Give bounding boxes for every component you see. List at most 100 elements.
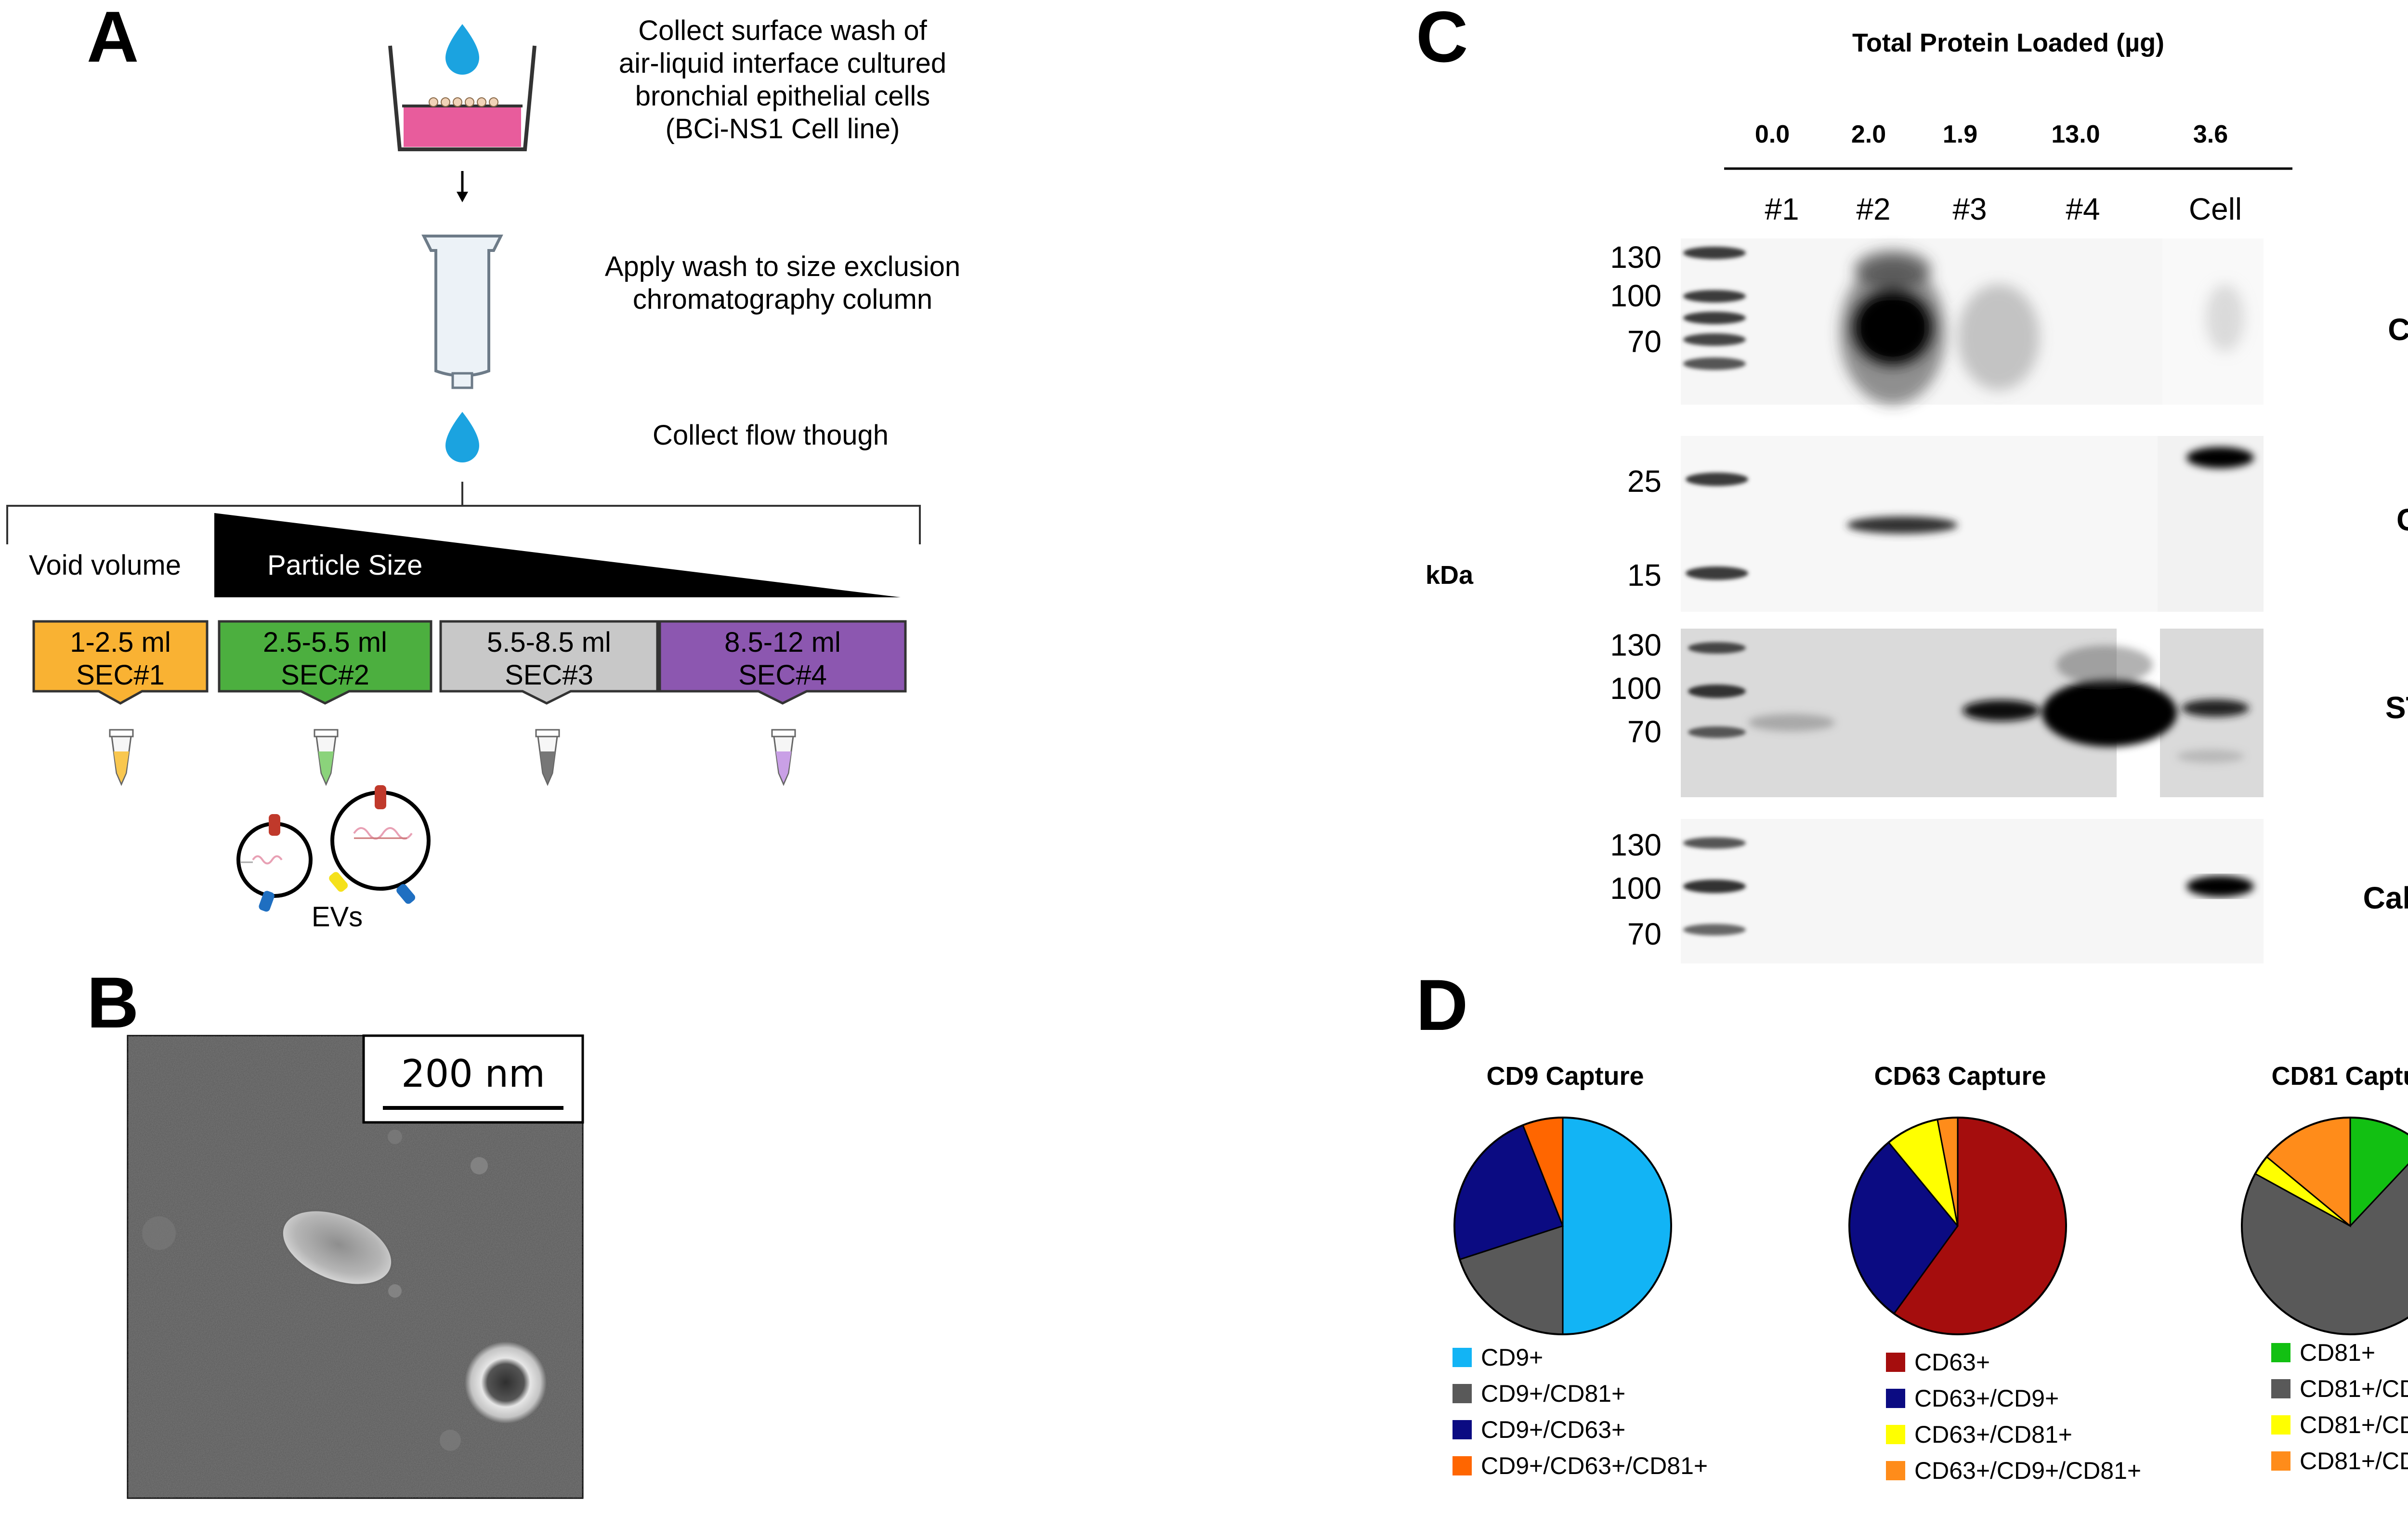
fraction-sec4-range: 8.5-12 ml bbox=[724, 627, 841, 658]
water-drop-icon bbox=[445, 412, 479, 462]
legend-label-cd63-3: CD63+/CD9+/CD81+ bbox=[1914, 1457, 2141, 1484]
fraction-sec3-box bbox=[439, 620, 659, 705]
panel-label-b: B bbox=[87, 962, 139, 1043]
step3-text: Collect flow though bbox=[652, 420, 889, 451]
marker-cd9-15: 15 bbox=[1627, 558, 1662, 592]
marker-cd9-25: 25 bbox=[1627, 464, 1662, 499]
blot-name-calnexin: Calnexin bbox=[2363, 881, 2408, 915]
void-volume-label: Void volume bbox=[29, 550, 181, 581]
load-lane5: 3.6 bbox=[2193, 120, 2228, 148]
marker-cd63-70: 70 bbox=[1627, 324, 1662, 359]
transwell-icon bbox=[388, 45, 537, 151]
fraction-sec3-range: 5.5-8.5 ml bbox=[487, 627, 611, 658]
fraction-sec2-range: 2.5-5.5 ml bbox=[263, 627, 387, 658]
lane-label-3: #3 bbox=[1952, 192, 1987, 226]
legend-swatch-cd81-0 bbox=[2270, 1342, 2291, 1363]
legend-swatch-cd81-1 bbox=[2270, 1378, 2291, 1399]
blot-name-cd63: CD63 bbox=[2388, 312, 2408, 347]
pie-title-cd81: CD81 Capture bbox=[2271, 1062, 2408, 1091]
load-lane4: 13.0 bbox=[2051, 120, 2100, 148]
loaded-header: Total Protein Loaded (µg) bbox=[1852, 28, 2165, 57]
marker-stch-100: 100 bbox=[1610, 671, 1662, 706]
legend-swatch-cd9-2 bbox=[1452, 1419, 1473, 1440]
blot-name-cd9: CD9 bbox=[2396, 502, 2408, 537]
tube-sec2-icon bbox=[314, 729, 339, 786]
scale-bar-label: 200 nm bbox=[401, 1053, 546, 1096]
legend-label-cd81-3: CD81+/CD9+/CD63+ bbox=[2300, 1448, 2408, 1475]
pie-slice-cd9-0 bbox=[1562, 1117, 1672, 1335]
sec-column-icon bbox=[421, 235, 503, 389]
step2-text: Apply wash to size exclusion chromatogra… bbox=[530, 250, 1035, 316]
step2-line-2: chromatography column bbox=[632, 284, 933, 315]
blot-calnexin bbox=[1681, 819, 2264, 963]
legend-label-cd9-1: CD9+/CD81+ bbox=[1481, 1380, 1625, 1407]
legend-label-cd9-0: CD9+ bbox=[1481, 1344, 1543, 1371]
pie-title-cd63: CD63 Capture bbox=[1874, 1062, 2046, 1091]
legend-label-cd9-2: CD9+/CD63+ bbox=[1481, 1416, 1625, 1443]
vesicle-cup bbox=[465, 1342, 547, 1423]
fraction-sec1-name: SEC#1 bbox=[76, 659, 165, 691]
legend-label-cd81-0: CD81+ bbox=[2300, 1339, 2375, 1366]
fraction-sec2-label: 2.5-5.5 ml SEC#2 bbox=[219, 626, 431, 692]
blot-cd9 bbox=[1681, 436, 2264, 612]
particle-size-label: Particle Size bbox=[267, 550, 423, 581]
blot-name-stch: STCH bbox=[2385, 690, 2408, 725]
legend-label-cd81-1: CD81+/CD9+ bbox=[2300, 1375, 2408, 1402]
panel-label-c: C bbox=[1416, 0, 1468, 77]
evs-label: EVs bbox=[311, 901, 363, 933]
legend-label-cd63-1: CD63+/CD9+ bbox=[1914, 1385, 2059, 1412]
vesicle-oval bbox=[281, 1209, 393, 1286]
legend-swatch-cd81-3 bbox=[2270, 1450, 2291, 1472]
lane-label-1: #1 bbox=[1765, 192, 1799, 226]
marker-calnexin-100: 100 bbox=[1610, 871, 1662, 906]
legend-swatch-cd63-2 bbox=[1885, 1424, 1906, 1445]
fraction-sec2-name: SEC#2 bbox=[281, 659, 369, 691]
particle-size-wedge bbox=[214, 513, 901, 597]
legend-swatch-cd9-0 bbox=[1452, 1347, 1473, 1368]
load-lane3: 1.9 bbox=[1942, 120, 1978, 148]
fraction-sec3-label: 5.5-8.5 ml SEC#3 bbox=[441, 626, 657, 692]
blot-stch bbox=[1681, 629, 2264, 797]
step2-line-1: Apply wash to size exclusion bbox=[604, 251, 961, 282]
kda-label: kDa bbox=[1426, 561, 1474, 590]
legend-swatch-cd9-3 bbox=[1452, 1455, 1473, 1476]
fraction-sec4-box bbox=[658, 620, 907, 705]
legend-swatch-cd63-0 bbox=[1885, 1352, 1906, 1373]
step1-line-1: Collect surface wash of bbox=[638, 15, 927, 46]
legend-label-cd63-2: CD63+/CD81+ bbox=[1914, 1421, 2072, 1448]
marker-calnexin-70: 70 bbox=[1627, 917, 1662, 951]
tube-sec4-icon bbox=[771, 729, 796, 786]
load-lane1: 0.0 bbox=[1754, 120, 1790, 148]
fraction-sec1-label: 1-2.5 ml SEC#1 bbox=[34, 626, 207, 692]
tube-sec3-icon bbox=[535, 729, 560, 786]
panel-label-d: D bbox=[1416, 964, 1468, 1045]
pie-outline-cd81 bbox=[2241, 1117, 2408, 1335]
marker-stch-70: 70 bbox=[1627, 714, 1662, 749]
marker-cd63-100: 100 bbox=[1610, 278, 1662, 313]
legend-swatch-cd9-1 bbox=[1452, 1383, 1473, 1404]
marker-cd63-130: 130 bbox=[1610, 240, 1662, 275]
water-drop-icon bbox=[445, 24, 479, 75]
legend-label-cd81-2: CD81+/CD63+ bbox=[2300, 1411, 2408, 1438]
lane-label-2: #2 bbox=[1856, 192, 1891, 226]
blot-cd63 bbox=[1681, 238, 2264, 405]
pie-outline-cd9 bbox=[1453, 1117, 1672, 1335]
legend-swatch-cd63-3 bbox=[1885, 1460, 1906, 1481]
panel-label-a: A bbox=[87, 0, 139, 77]
step1-line-2: air-liquid interface cultured bbox=[618, 48, 947, 79]
extracellular-vesicle-icon bbox=[329, 785, 431, 904]
legend-label-cd9-3: CD9+/CD63+/CD81+ bbox=[1481, 1452, 1708, 1479]
fraction-sec3-name: SEC#3 bbox=[505, 659, 593, 691]
load-lane2: 2.0 bbox=[1851, 120, 1886, 148]
fraction-sec1-range: 1-2.5 ml bbox=[70, 627, 171, 658]
step1-line-4: (BCi-NS1 Cell line) bbox=[665, 113, 900, 145]
fraction-sec4-name: SEC#4 bbox=[738, 659, 827, 691]
lane-label-cell: Cell bbox=[2188, 192, 2242, 226]
fraction-sec4-label: 8.5-12 ml SEC#4 bbox=[660, 626, 905, 692]
tube-sec1-icon bbox=[109, 729, 134, 786]
lane-label-4: #4 bbox=[2066, 192, 2100, 226]
step1-line-3: bronchial epithelial cells bbox=[635, 80, 930, 112]
